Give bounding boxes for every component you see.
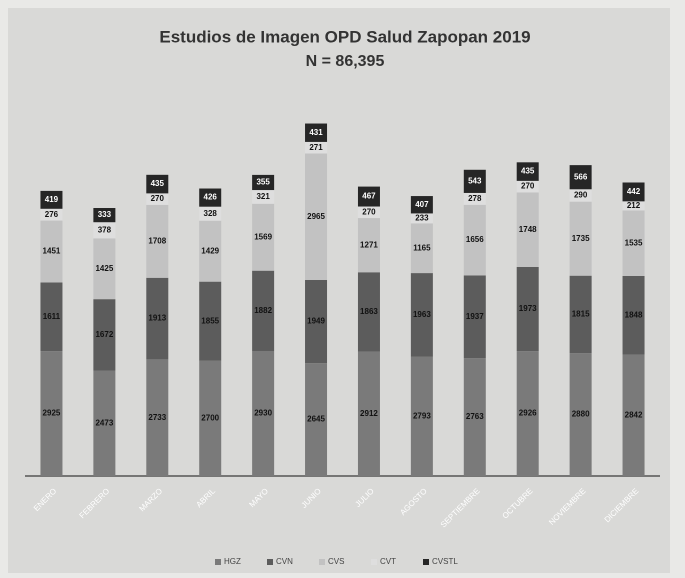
data-label: 328 bbox=[204, 209, 218, 218]
data-label: 278 bbox=[468, 194, 482, 203]
legend-swatch bbox=[371, 559, 377, 565]
data-label: 212 bbox=[627, 201, 641, 210]
legend-label: CVSTL bbox=[432, 557, 458, 566]
data-label: 435 bbox=[151, 179, 165, 188]
data-label: 2930 bbox=[254, 409, 272, 418]
data-label: 1748 bbox=[519, 225, 537, 234]
legend-swatch bbox=[215, 559, 221, 565]
data-label: 1569 bbox=[254, 232, 272, 241]
data-label: 2842 bbox=[625, 410, 643, 419]
legend-swatch bbox=[319, 559, 325, 565]
data-label: 1735 bbox=[572, 234, 590, 243]
data-label: 1963 bbox=[413, 310, 431, 319]
data-label: 1672 bbox=[95, 330, 113, 339]
data-label: 467 bbox=[362, 192, 376, 201]
data-label: 1429 bbox=[201, 246, 219, 255]
data-label: 1271 bbox=[360, 240, 378, 249]
data-label: 419 bbox=[45, 195, 59, 204]
legend-swatch bbox=[267, 559, 273, 565]
data-label: 543 bbox=[468, 176, 482, 185]
data-label: 2473 bbox=[95, 418, 113, 427]
data-label: 1815 bbox=[572, 310, 590, 319]
data-label: 378 bbox=[98, 225, 112, 234]
data-label: 1656 bbox=[466, 235, 484, 244]
data-label: 426 bbox=[204, 193, 218, 202]
data-label: 2965 bbox=[307, 212, 325, 221]
data-label: 1708 bbox=[148, 236, 166, 245]
data-label: 333 bbox=[98, 210, 112, 219]
data-label: 1451 bbox=[43, 247, 61, 256]
data-label: 2733 bbox=[148, 413, 166, 422]
data-label: 2925 bbox=[43, 409, 61, 418]
data-label: 276 bbox=[45, 210, 59, 219]
legend-label: CVN bbox=[276, 557, 293, 566]
data-label: 1949 bbox=[307, 317, 325, 326]
legend-label: HGZ bbox=[224, 557, 241, 566]
data-label: 1855 bbox=[201, 316, 219, 325]
data-label: 270 bbox=[521, 182, 535, 191]
data-label: 2700 bbox=[201, 414, 219, 423]
data-label: 566 bbox=[574, 172, 588, 181]
page: Estudios de Imagen OPD Salud Zapopan 201… bbox=[0, 0, 685, 578]
data-label: 1937 bbox=[466, 312, 484, 321]
data-label: 1973 bbox=[519, 304, 537, 313]
data-label: 431 bbox=[309, 128, 323, 137]
chart-title: Estudios de Imagen OPD Salud Zapopan 201… bbox=[159, 27, 530, 46]
data-label: 270 bbox=[362, 207, 376, 216]
data-label: 1848 bbox=[625, 310, 643, 319]
data-label: 407 bbox=[415, 200, 429, 209]
data-label: 270 bbox=[151, 194, 165, 203]
data-label: 271 bbox=[309, 143, 323, 152]
legend-swatch bbox=[423, 559, 429, 565]
data-label: 355 bbox=[256, 178, 270, 187]
data-label: 435 bbox=[521, 167, 535, 176]
data-label: 2880 bbox=[572, 410, 590, 419]
chart: Estudios de Imagen OPD Salud Zapopan 201… bbox=[0, 0, 685, 578]
data-label: 2926 bbox=[519, 409, 537, 418]
data-label: 1611 bbox=[43, 312, 61, 321]
data-label: 290 bbox=[574, 191, 588, 200]
data-label: 1165 bbox=[413, 243, 431, 252]
data-label: 2912 bbox=[360, 409, 378, 418]
legend-label: CVS bbox=[328, 557, 344, 566]
data-label: 1425 bbox=[95, 264, 113, 273]
chart-subtitle: N = 86,395 bbox=[306, 53, 385, 70]
data-label: 2793 bbox=[413, 412, 431, 421]
data-label: 1863 bbox=[360, 307, 378, 316]
data-label: 1913 bbox=[148, 314, 166, 323]
data-label: 321 bbox=[256, 192, 270, 201]
legend-label: CVT bbox=[380, 557, 396, 566]
data-label: 1535 bbox=[625, 238, 643, 247]
data-label: 233 bbox=[415, 214, 429, 223]
data-label: 2645 bbox=[307, 415, 325, 424]
data-label: 442 bbox=[627, 187, 641, 196]
data-label: 1882 bbox=[254, 306, 272, 315]
data-label: 2763 bbox=[466, 412, 484, 421]
